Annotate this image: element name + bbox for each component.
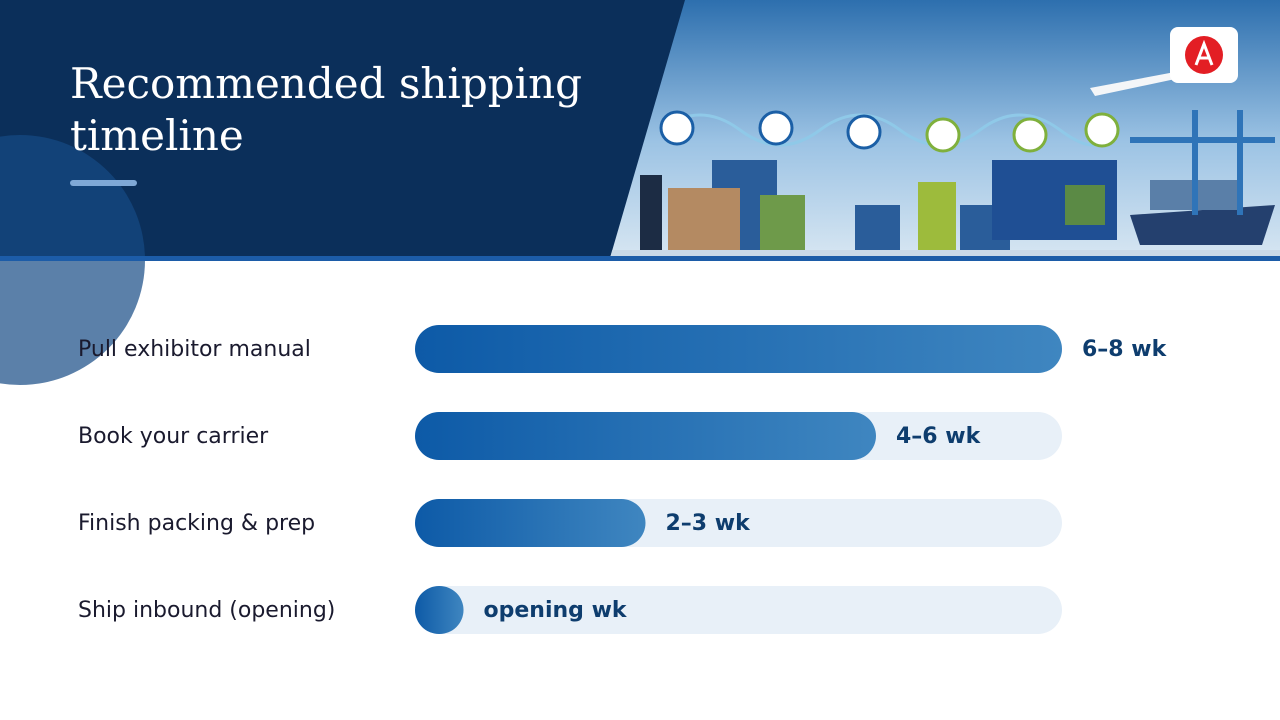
value-label: opening wk xyxy=(484,598,628,623)
bar xyxy=(415,412,876,460)
category-label: Book your carrier xyxy=(78,424,269,449)
category-label: Pull exhibitor manual xyxy=(78,337,311,362)
title-underline xyxy=(70,180,137,186)
bar xyxy=(415,325,1062,373)
logo-mark xyxy=(1185,36,1223,74)
header-stripe xyxy=(0,256,1280,261)
bar-track xyxy=(415,586,1062,634)
category-label: Finish packing & prep xyxy=(78,511,315,536)
category-label: Ship inbound (opening) xyxy=(78,598,335,623)
bar xyxy=(415,586,464,634)
value-label: 2–3 wk xyxy=(665,511,751,536)
value-label: 4–6 wk xyxy=(896,424,982,449)
value-label: 6–8 wk xyxy=(1082,337,1168,362)
title: Recommended shipping timeline xyxy=(70,59,582,160)
bar xyxy=(415,499,646,547)
header-photo xyxy=(610,0,1280,258)
logo-glyph xyxy=(1194,39,1214,66)
